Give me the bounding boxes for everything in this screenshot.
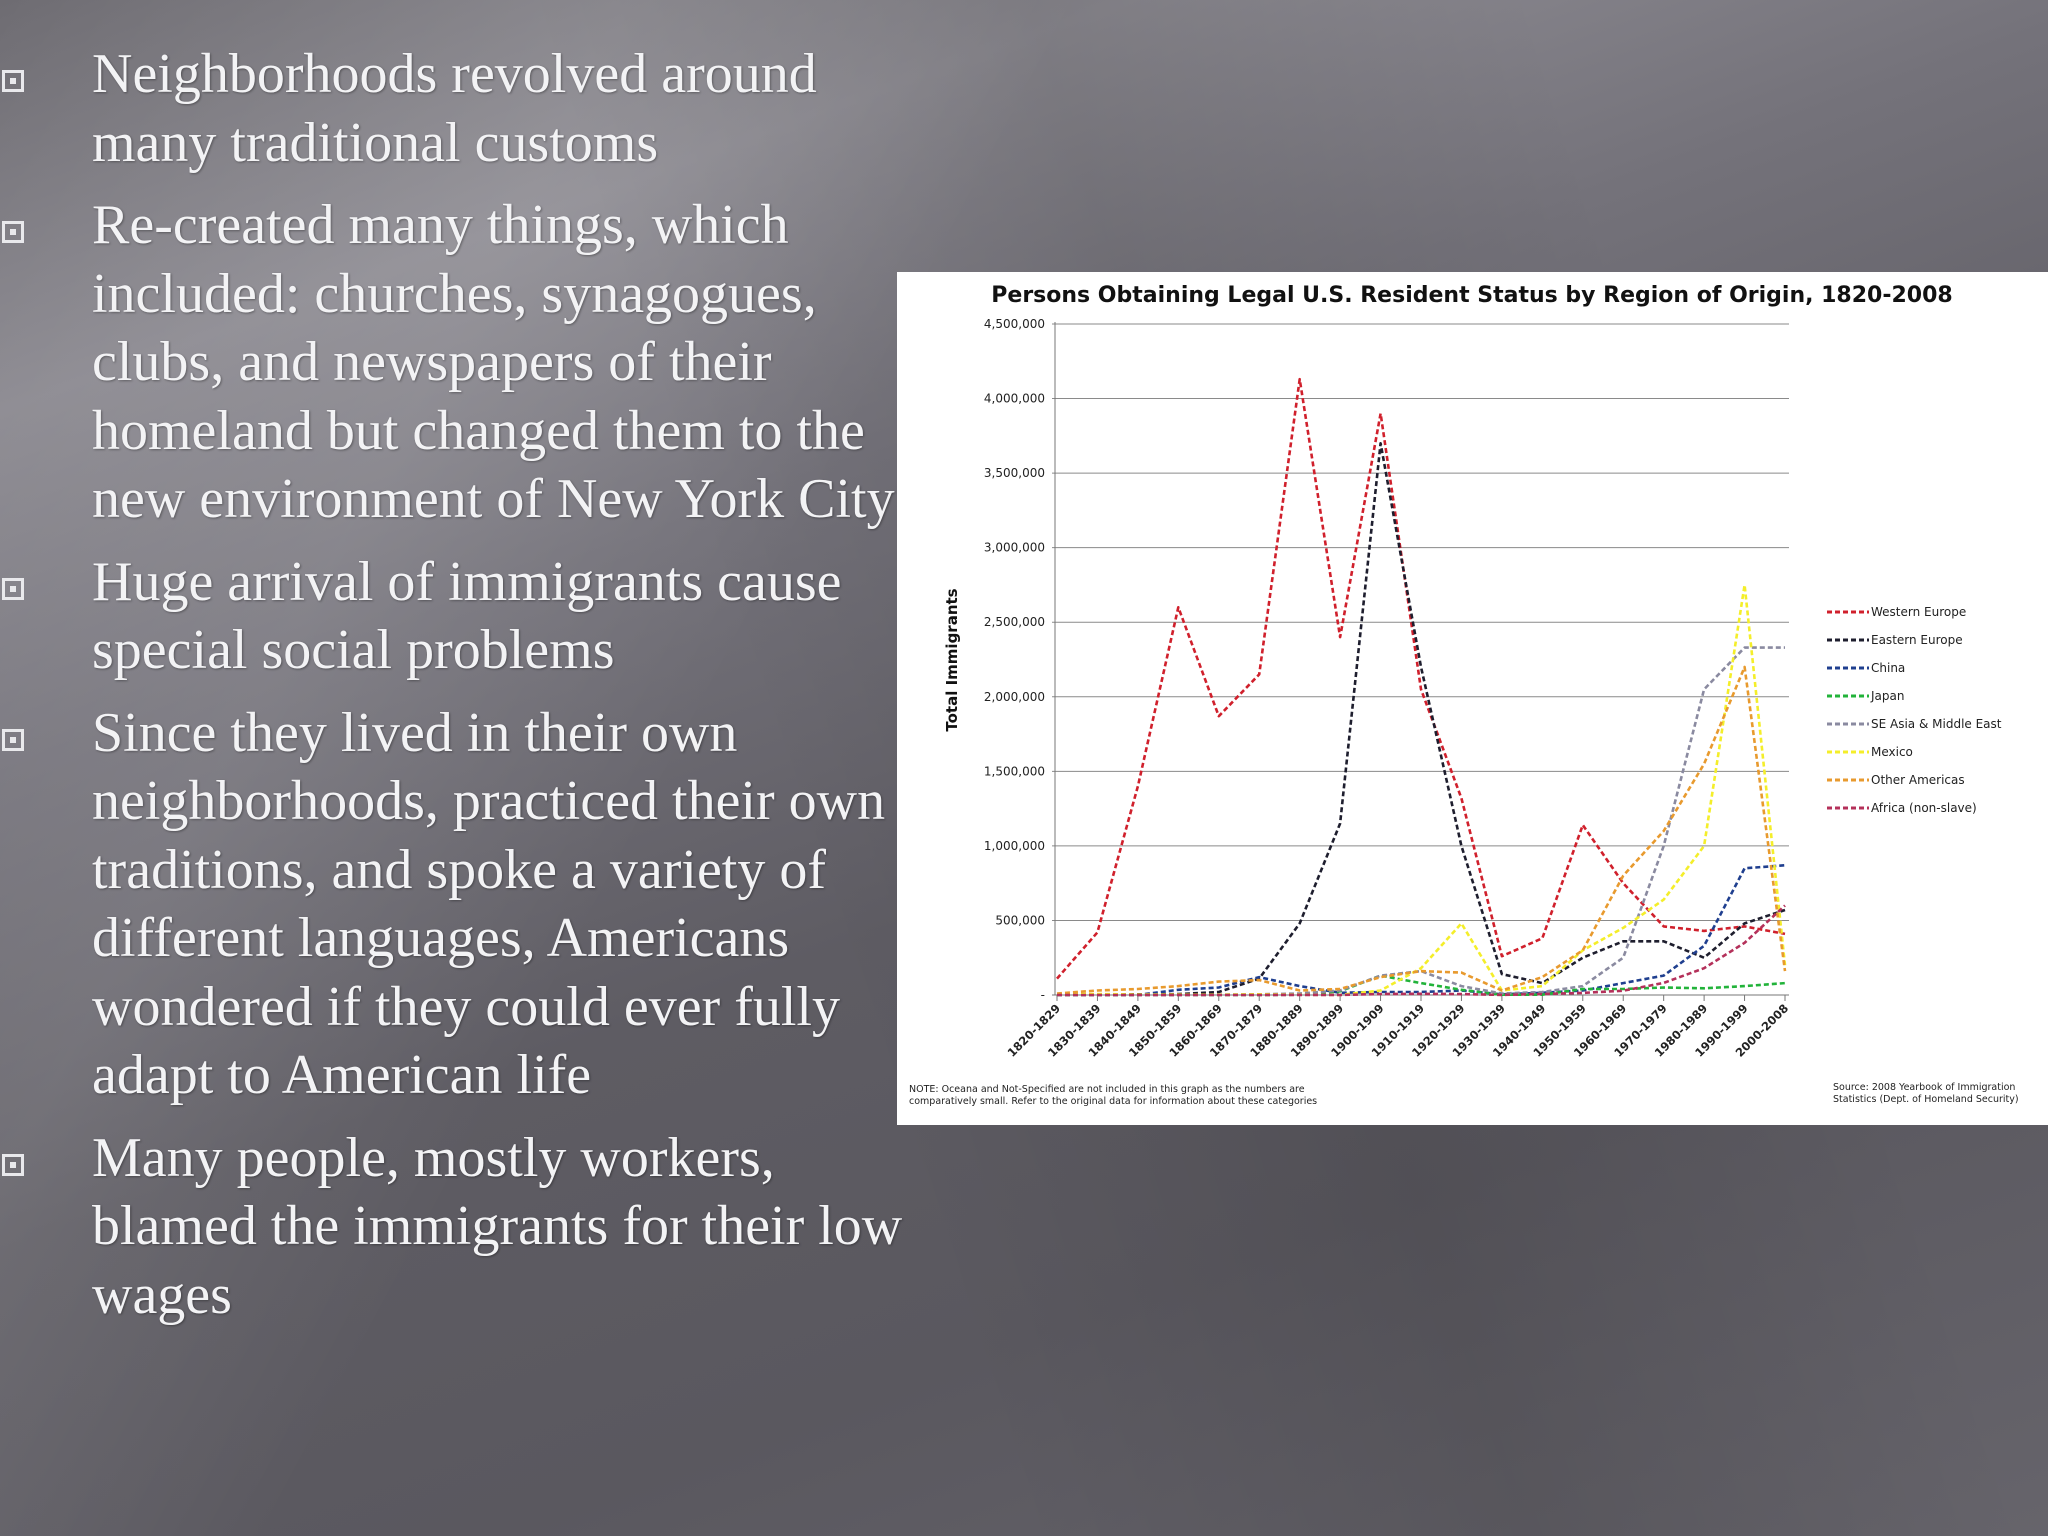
series-line-western-europe [1056,377,1786,980]
legend-label: Africa (non-slave) [1871,801,1977,815]
chart-title: Persons Obtaining Legal U.S. Resident St… [991,283,1952,308]
bullet-item: Since they lived in their own neighborho… [0,699,905,1110]
series-line-africa-non-slave- [1057,904,1786,997]
bullet-item: Neighborhoods revolved around many tradi… [0,40,905,177]
bullet-text: Huge arrival of immigrants cause special… [92,550,842,682]
y-tick-label: 1,000,000 [984,839,1045,853]
y-tick-label: 4,000,000 [984,392,1045,406]
y-tick-label: - [1041,988,1045,1002]
legend-label: Eastern Europe [1871,633,1963,647]
series-line-se-asia-middle-east [1057,646,1785,997]
y-tick-labels: 4,500,000 4,000,000 3,500,000 3,000,000 2,50… [984,317,1045,1002]
chart-source-line-1: Source: 2008 Yearbook of Immigration [1833,1082,2015,1093]
y-tick-label: 2,000,000 [984,690,1045,704]
series-line-other-americas [1056,665,1787,995]
square-bullet-icon [2,1153,24,1176]
bullet-text: Neighborhoods revolved around many tradi… [92,43,817,174]
legend-label: Japan [1870,689,1904,703]
square-bullet-icon [2,221,24,243]
chart-note-line-2: comparatively small. Refer to the origin… [909,1096,1317,1107]
bullet-item: Re-created many things, which included: … [0,191,905,534]
legend-label: Western Europe [1871,605,1966,619]
series-line-china [1057,864,1786,997]
y-tick-label: 3,000,000 [984,541,1045,555]
legend: Western Europe Eastern Europe China Japan SE… [1827,605,2002,815]
bullet-text: Since they lived in their own neighborho… [92,701,886,1107]
bullet-text: Re-created many things, which included: … [92,194,895,530]
chart-svg: Persons Obtaining Legal U.S. Resident St… [909,283,2019,1107]
bullet-item: Many people, mostly workers, blamed the … [0,1124,905,1330]
y-tick-label: 2,500,000 [984,615,1045,629]
immigration-chart: Persons Obtaining Legal U.S. Resident St… [897,272,2048,1125]
legend-label: Mexico [1871,745,1913,759]
y-axis-label: Total Immigrants [943,588,961,731]
x-tick-labels: 1820-18291830-18391840-18491850-18591860… [1005,995,1791,1060]
legend-label: Other Americas [1871,773,1965,787]
square-bullet-icon [2,70,24,92]
bullet-item: Huge arrival of immigrants cause special… [0,548,905,685]
series-line-eastern-europe [1056,442,1786,997]
chart-source-line-2: Statistics (Dept. of Homeland Security) [1833,1094,2019,1105]
bullet-list: Neighborhoods revolved around many tradi… [0,40,905,1343]
legend-label: SE Asia & Middle East [1871,717,2002,731]
y-tick-label: 500,000 [995,913,1045,927]
y-tick-label: 4,500,000 [984,317,1045,331]
y-tick-label: 3,500,000 [984,466,1045,480]
legend-label: China [1871,661,1905,675]
grid-lines [1052,322,1789,996]
square-bullet-icon [2,577,24,600]
chart-note-line-1: NOTE: Oceana and Not-Specified are not i… [909,1084,1305,1095]
bullet-text: Many people, mostly workers, blamed the … [92,1126,903,1326]
y-tick-label: 1,500,000 [984,764,1045,778]
data-series [1056,377,1787,997]
series-line-mexico [1056,583,1787,997]
square-bullet-icon [2,728,24,751]
